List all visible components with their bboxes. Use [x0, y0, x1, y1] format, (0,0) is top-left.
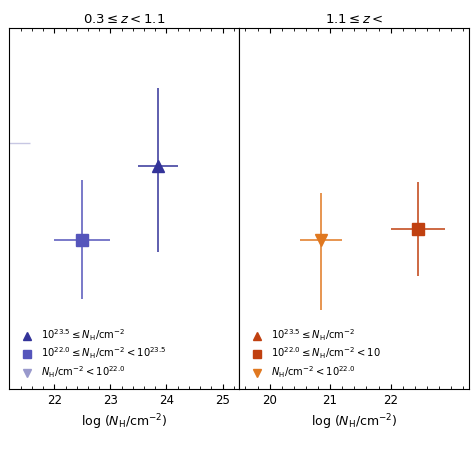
- Legend: $10^{23.5} \leq N_{\rm H}/{\rm cm}^{-2}$, $10^{22.0} \leq N_{\rm H}/{\rm cm}^{-2: $10^{23.5} \leq N_{\rm H}/{\rm cm}^{-2}$…: [17, 327, 166, 380]
- X-axis label: $\log\,(N_{\rm H}/\rm{cm}^{-2})$: $\log\,(N_{\rm H}/\rm{cm}^{-2})$: [81, 412, 168, 432]
- Title: $1.1 \leq z <$: $1.1 \leq z <$: [325, 13, 383, 26]
- X-axis label: $\log\,(N_{\rm H}/\rm{cm}^{-2})$: $\log\,(N_{\rm H}/\rm{cm}^{-2})$: [311, 412, 398, 432]
- Legend: $10^{23.5} \leq N_{\rm H}/{\rm cm}^{-2}$, $10^{22.0} \leq N_{\rm H}/{\rm cm}^{-2: $10^{23.5} \leq N_{\rm H}/{\rm cm}^{-2}$…: [246, 327, 380, 380]
- Title: $0.3 \leq z < 1.1$: $0.3 \leq z < 1.1$: [83, 13, 165, 26]
